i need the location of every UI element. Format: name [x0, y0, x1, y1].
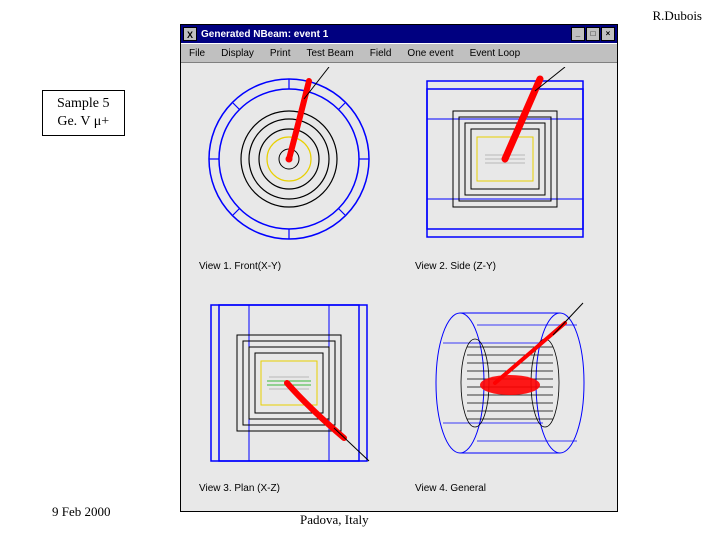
sample-line1: Sample 5	[57, 95, 110, 113]
event-display-canvas: View 1. Front(X-Y) View 2. Side (Z-Y) Vi…	[181, 63, 617, 511]
view-4-svg	[405, 291, 605, 476]
footer-conf-line2: Padova, Italy	[300, 512, 369, 528]
footer-date: 9 Feb 2000	[52, 504, 111, 520]
menu-file[interactable]: File	[181, 48, 213, 59]
author-label: R.Dubois	[653, 8, 702, 24]
menu-eventloop[interactable]: Event Loop	[462, 48, 529, 59]
window-title: Generated NBeam: event 1	[201, 29, 570, 40]
view-2-label: View 2. Side (Z-Y)	[415, 261, 496, 272]
window-controls: _ □ ×	[570, 27, 615, 41]
view-4-label: View 4. General	[415, 483, 486, 494]
menu-field[interactable]: Field	[362, 48, 400, 59]
view-3-svg	[189, 291, 389, 476]
menu-testbeam[interactable]: Test Beam	[298, 48, 361, 59]
view-1-panel[interactable]	[189, 67, 389, 252]
menubar: File Display Print Test Beam Field One e…	[181, 43, 617, 63]
view-2-svg	[405, 67, 605, 252]
sample-line2: Ge. V μ+	[57, 113, 110, 131]
maximize-button[interactable]: □	[586, 27, 600, 41]
close-button[interactable]: ×	[601, 27, 615, 41]
view-3-panel[interactable]	[189, 291, 389, 476]
view-3-label: View 3. Plan (X-Z)	[199, 483, 280, 494]
menu-print[interactable]: Print	[262, 48, 299, 59]
view-4-panel[interactable]	[405, 291, 605, 476]
view-2-panel[interactable]	[405, 67, 605, 252]
titlebar[interactable]: X Generated NBeam: event 1 _ □ ×	[181, 25, 617, 43]
view-1-label: View 1. Front(X-Y)	[199, 261, 281, 272]
minimize-button[interactable]: _	[571, 27, 585, 41]
app-window: X Generated NBeam: event 1 _ □ × File Di…	[180, 24, 618, 512]
menu-display[interactable]: Display	[213, 48, 262, 59]
menu-oneevent[interactable]: One event	[399, 48, 461, 59]
sample-annotation: Sample 5 Ge. V μ+	[42, 90, 125, 136]
system-menu-icon[interactable]: X	[183, 27, 197, 41]
view-1-svg	[189, 67, 389, 252]
